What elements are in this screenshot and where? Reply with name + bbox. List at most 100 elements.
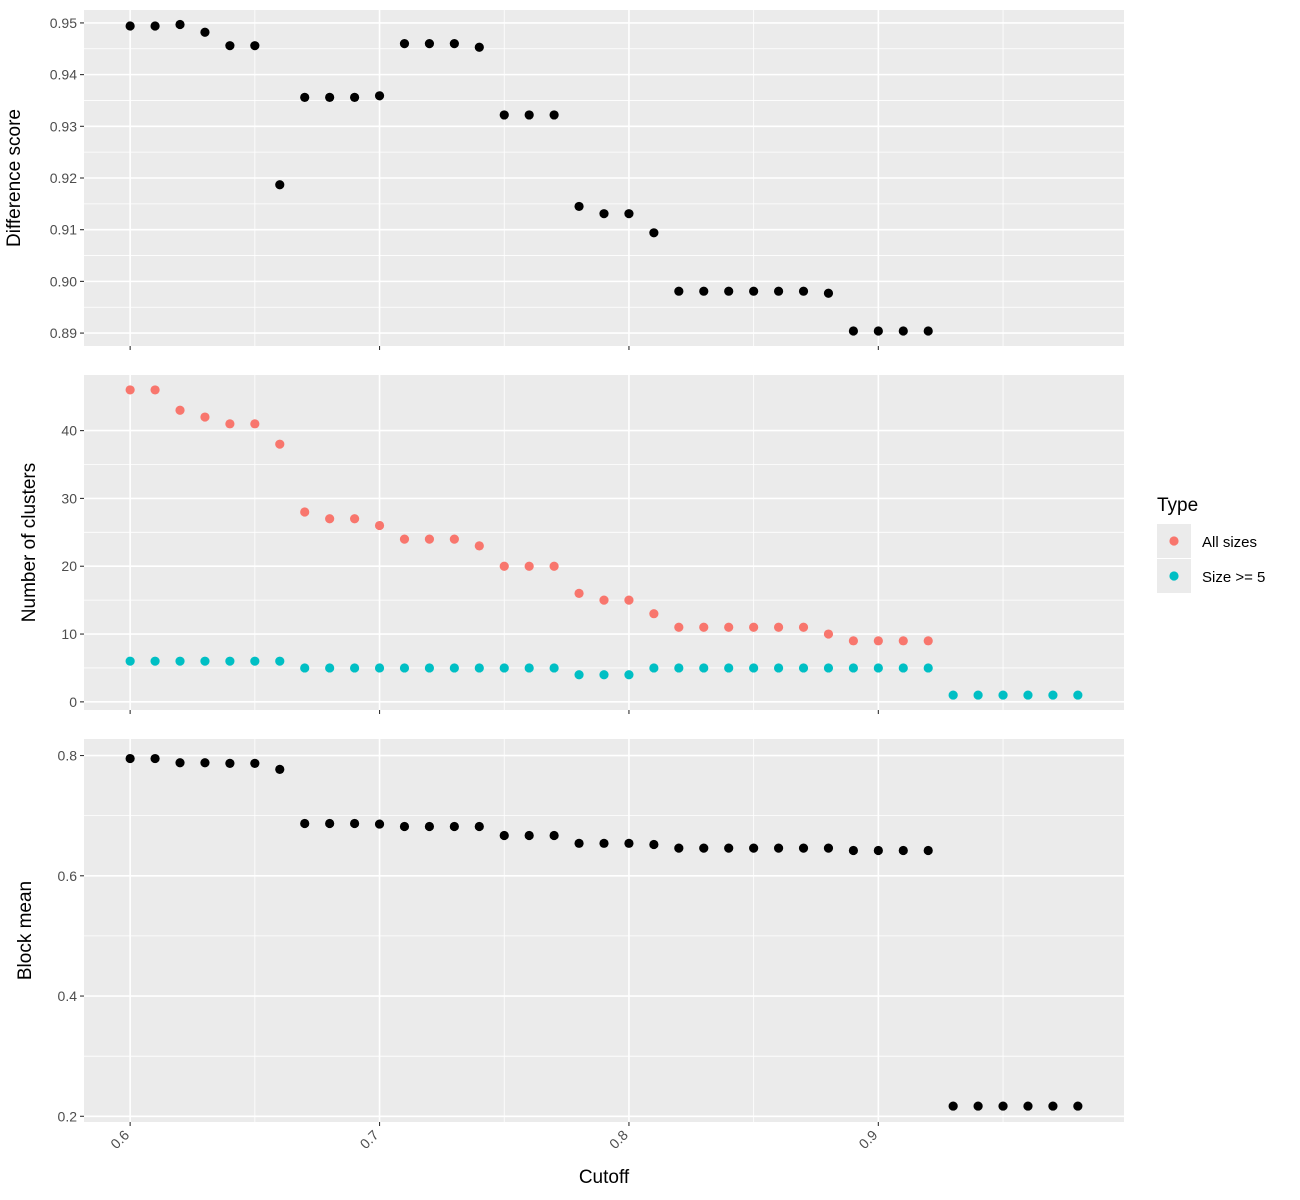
x-tick-label: 0.7 [357,1127,382,1152]
data-point [923,636,933,646]
y-tick-label: 0.89 [50,325,77,341]
legend-label: Size >= 5 [1202,569,1265,586]
data-point [399,39,410,49]
y-tick-label: 0.90 [50,273,77,289]
data-point [300,663,310,673]
data-point [749,663,759,673]
y-tick-label: 0.8 [58,748,78,764]
data-point [424,663,435,673]
x-tick-label: 0.8 [606,1127,631,1152]
data-point [150,753,160,764]
data-point [798,843,809,853]
data-point [624,670,634,680]
data-point [848,845,859,856]
data-point [374,520,385,531]
data-point [125,753,135,764]
data-point [624,838,634,848]
data-point [724,622,734,632]
data-point [474,663,484,673]
data-point [873,845,883,856]
legend: Type All sizes Size >= 5 [1157,495,1265,593]
data-point [549,561,559,571]
data-point [349,514,360,524]
data-point [524,561,534,571]
data-point [1073,1101,1083,1111]
panel-2: 0 10 20 30 40 Number of clusters [19,375,1124,714]
data-point [674,286,684,296]
data-point [499,663,509,673]
data-point [624,595,634,605]
data-point [449,39,459,49]
data-point [798,663,809,673]
data-point [1048,690,1058,700]
data-point [175,758,185,768]
panel-3: 0.2 0.4 0.6 0.8 Block mean [15,739,1124,1126]
data-point [449,821,459,832]
data-point [549,830,559,841]
data-point [898,845,908,856]
data-point [848,636,859,646]
y-axis-title: Difference score [4,109,25,247]
panel-1: 0.89 0.90 0.91 0.92 0.93 0.94 0.95 Difference s… [4,10,1124,350]
y-tick-label: 0.91 [50,222,77,238]
y-tick-label: 20 [61,558,77,574]
data-point [1023,690,1033,700]
data-point [200,656,210,666]
data-point [374,91,385,101]
data-point [699,286,709,296]
data-point [998,1101,1008,1111]
data-point [325,514,335,524]
y-tick-label: 0.94 [50,67,77,83]
y-tick-label: 0.92 [50,170,77,186]
legend-title: Type [1157,495,1198,516]
y-tick-label: 30 [61,490,77,506]
legend-label: All sizes [1202,534,1257,551]
y-tick-label: 0 [69,694,77,710]
data-point [923,845,933,856]
data-point [724,843,734,853]
data-point [948,690,958,700]
data-point [175,656,185,666]
data-point [599,838,609,848]
data-point [624,209,634,219]
data-point [948,1101,958,1111]
data-point [873,663,883,673]
data-point [649,609,659,619]
data-point [674,622,684,632]
x-tick-label: 0.9 [855,1127,880,1152]
data-point [649,228,659,238]
y-tick-label: 0.95 [50,15,77,31]
data-point [125,385,135,395]
panel-background [84,739,1124,1122]
y-tick-label: 0.4 [58,988,78,1004]
data-point [549,663,559,673]
y-tick-label: 40 [61,423,77,439]
data-point [175,19,185,30]
data-point [250,419,260,429]
data-point [973,1101,983,1111]
y-tick-label: 0.6 [58,868,78,884]
data-point [325,818,335,829]
legend-swatch [1169,571,1179,581]
data-point [225,656,235,666]
data-point [474,42,484,52]
data-point [749,286,759,296]
x-axis-title: Cutoff [579,1167,630,1188]
panel-background [84,375,1124,710]
data-point [674,843,684,853]
data-point [823,288,834,298]
data-point [699,622,709,632]
data-point [823,663,834,673]
data-point [200,412,210,422]
data-point [150,385,160,395]
data-point [225,419,235,429]
data-point [300,507,310,517]
data-point [300,92,310,102]
data-point [275,764,285,774]
data-point [823,843,834,853]
data-point [275,180,285,190]
data-point [1073,690,1083,700]
y-tick-label: 0.93 [50,118,77,134]
